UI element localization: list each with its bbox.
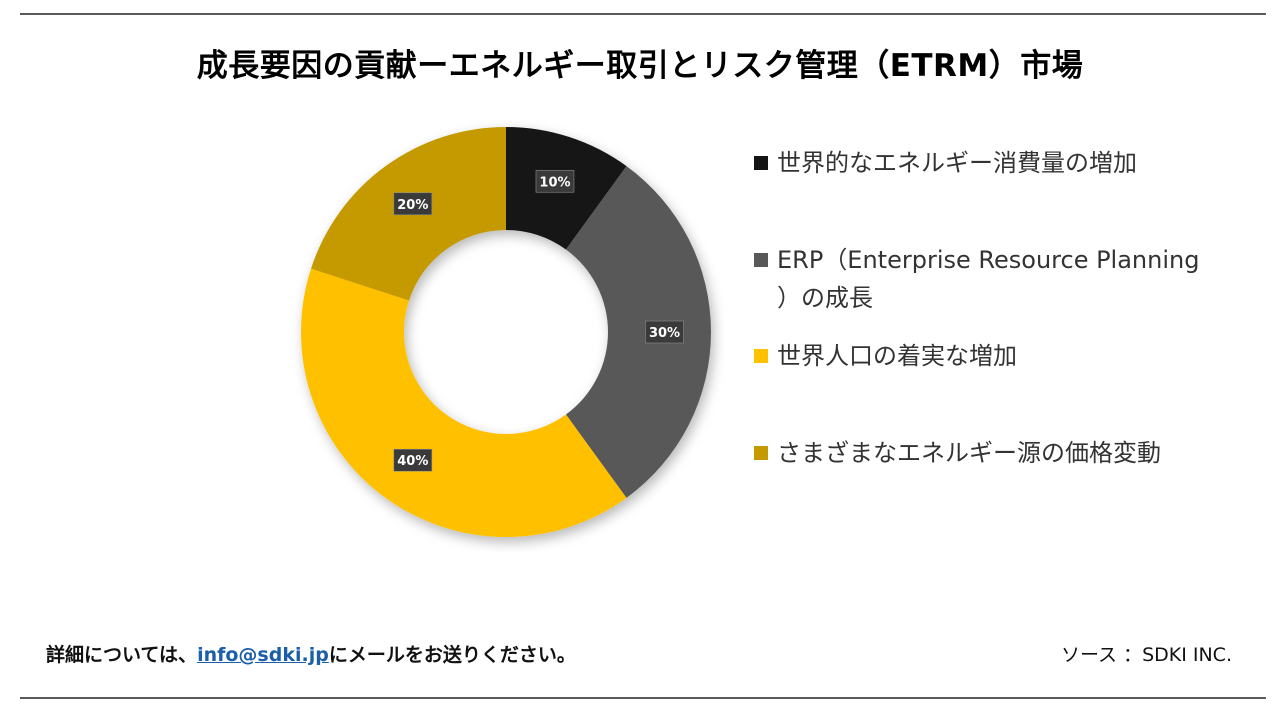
top-divider bbox=[20, 13, 1266, 15]
slice-value-label-3: 20% bbox=[393, 192, 433, 216]
legend-swatch bbox=[754, 446, 768, 460]
bottom-divider bbox=[20, 697, 1266, 699]
legend-item-price-volatility: さまざまなエネルギー源の価格変動 bbox=[754, 434, 1224, 472]
legend-swatch bbox=[754, 156, 768, 170]
legend-label: さまざまなエネルギー源の価格変動 bbox=[777, 439, 1161, 467]
legend-swatch bbox=[754, 253, 768, 267]
slice-value-label-0: 10% bbox=[535, 169, 575, 193]
legend-item-energy-consumption: 世界的なエネルギー消費量の増加 bbox=[754, 144, 1224, 182]
value-label-text: 10% bbox=[539, 175, 570, 190]
legend-item-erp-growth: ERP（Enterprise Resource Planning ）の成長 bbox=[754, 241, 1224, 317]
slice-value-label-1: 30% bbox=[645, 320, 684, 344]
value-label-box bbox=[645, 320, 684, 344]
contact-prefix: 詳細については、 bbox=[46, 644, 198, 666]
value-label-text: 30% bbox=[649, 326, 680, 341]
legend-swatch bbox=[754, 349, 768, 363]
value-label-text: 40% bbox=[397, 454, 428, 469]
contact-suffix: にメールをお送りください。 bbox=[328, 644, 576, 666]
value-label-box bbox=[393, 192, 433, 216]
value-label-box bbox=[535, 169, 575, 193]
legend-item-population-growth: 世界人口の着実な増加 bbox=[754, 337, 1224, 375]
legend-label-line2: ）の成長 bbox=[777, 284, 873, 312]
legend-label: 世界人口の着実な増加 bbox=[777, 342, 1017, 370]
donut-slice-1 bbox=[565, 166, 711, 498]
value-label-box bbox=[393, 448, 433, 472]
contact-note: 詳細については、info@sdki.jpにメールをお送りください。 bbox=[46, 640, 576, 667]
donut-slice-2 bbox=[301, 268, 627, 537]
donut-chart: 10% 30% 40% 20% bbox=[301, 127, 711, 537]
value-label-text: 20% bbox=[397, 198, 428, 213]
source-note: ソース ：SDKI INC. bbox=[1060, 644, 1232, 666]
contact-email-link[interactable]: info@sdki.jp bbox=[197, 644, 329, 666]
slice-value-label-2: 40% bbox=[393, 448, 433, 472]
legend-label: 世界的なエネルギー消費量の増加 bbox=[777, 149, 1137, 177]
legend-label-line1: ERP（Enterprise Resource Planning bbox=[777, 246, 1200, 274]
chart-title: 成長要因の貢献ーエネルギー取引とリスク管理（ETRM）市場 bbox=[196, 48, 1084, 84]
